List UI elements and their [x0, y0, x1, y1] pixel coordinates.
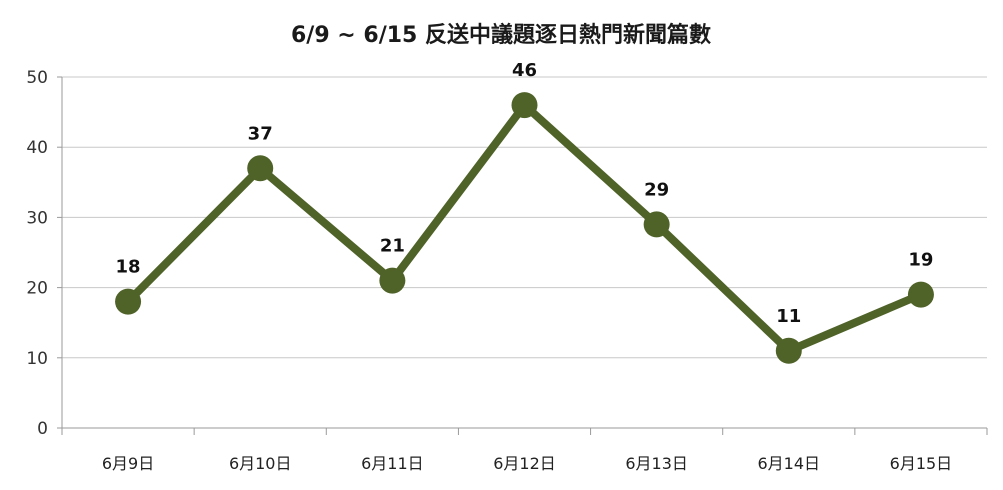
data-label: 37	[248, 123, 273, 144]
data-label: 11	[776, 306, 801, 327]
x-tick-label: 6月9日	[102, 454, 154, 473]
data-label: 29	[644, 179, 669, 200]
x-tick-label: 6月11日	[361, 454, 424, 473]
data-labels: 18 37 21 46 29 11 19	[116, 60, 934, 327]
x-tick-label: 6月15日	[890, 454, 953, 473]
data-point	[643, 211, 670, 238]
y-tick-label: 30	[26, 208, 48, 228]
x-tick-label: 6月13日	[625, 454, 688, 473]
x-axis-ticks: 6月9日 6月10日 6月11日 6月12日 6月13日 6月14日 6月15日	[102, 454, 952, 473]
series	[115, 92, 934, 364]
y-tick-label: 10	[26, 349, 48, 369]
y-tick-label: 40	[26, 138, 48, 158]
x-tick-label: 6月14日	[758, 454, 821, 473]
data-point	[115, 288, 142, 315]
y-axis-ticks: 0 10 20 30 40 50	[26, 68, 48, 439]
data-point	[379, 267, 406, 294]
data-point	[775, 337, 802, 364]
axes	[57, 76, 988, 435]
data-label: 19	[908, 250, 933, 271]
chart-title: 6/9 ~ 6/15 反送中議題逐日熱門新聞篇數	[291, 22, 711, 48]
data-label: 46	[512, 60, 537, 81]
data-label: 21	[380, 236, 405, 257]
data-point	[511, 92, 538, 119]
data-label: 18	[116, 257, 141, 278]
data-point	[907, 281, 934, 308]
gridlines	[62, 76, 987, 359]
x-tick-label: 6月12日	[493, 454, 556, 473]
y-tick-label: 50	[26, 68, 48, 88]
y-tick-label: 0	[37, 419, 48, 439]
data-point	[247, 155, 274, 182]
y-tick-label: 20	[26, 279, 48, 299]
x-tick-label: 6月10日	[229, 454, 292, 473]
